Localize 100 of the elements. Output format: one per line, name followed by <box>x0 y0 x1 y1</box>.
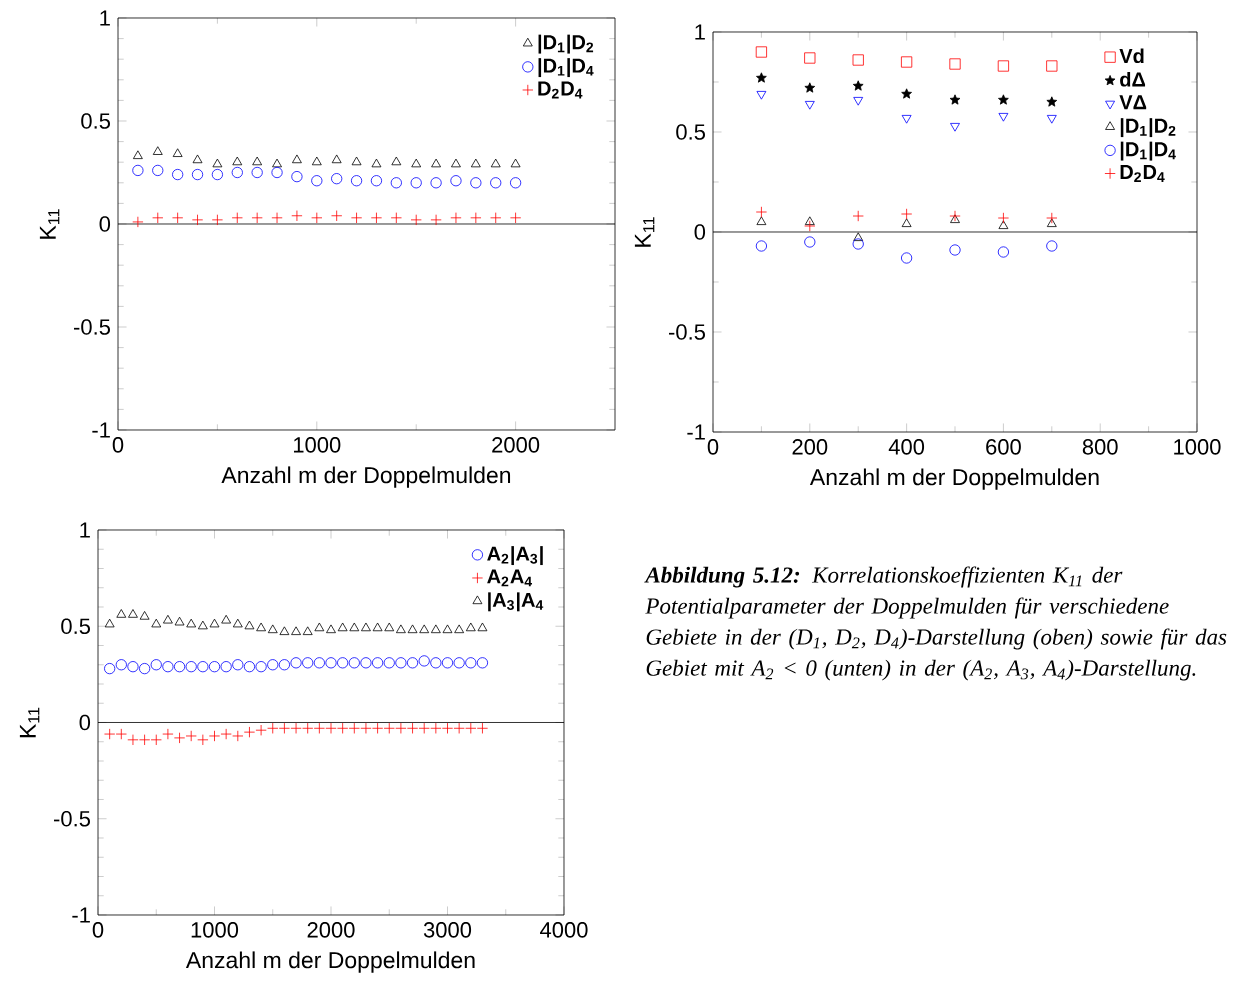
y-tick-label: -0.5 <box>74 319 110 335</box>
point <box>163 614 173 624</box>
point <box>804 236 816 248</box>
y-tick-label: -1 <box>687 424 705 440</box>
point <box>998 220 1009 229</box>
point <box>430 624 441 634</box>
point <box>139 663 151 675</box>
point <box>186 618 197 628</box>
point <box>291 626 301 636</box>
x-axis-title: Anzahl m der Doppelmulden <box>185 951 475 973</box>
point <box>372 622 383 632</box>
x-tick-label: 4000 <box>540 922 588 938</box>
point <box>396 624 406 634</box>
x-tick-label: 1000 <box>1174 439 1221 455</box>
point <box>476 657 489 669</box>
legend-label: A$_{2}$A$_{4}$ <box>487 569 533 587</box>
y-tick-label: 1 <box>695 24 705 40</box>
point <box>208 661 221 673</box>
point <box>901 88 912 99</box>
legend-label: |D$_{1}$|D$_{2}$ <box>1120 118 1176 138</box>
point <box>465 657 477 669</box>
y-tick-label: 1 <box>100 10 110 26</box>
point <box>756 91 767 100</box>
point <box>371 158 382 168</box>
point <box>510 177 522 189</box>
x-tick-label: 2000 <box>307 922 355 938</box>
point <box>901 115 912 124</box>
legend-label: D$_{2}$D$_{4}$ <box>538 81 583 99</box>
point <box>349 622 360 632</box>
point <box>852 80 864 91</box>
point <box>279 626 290 636</box>
point <box>197 620 208 630</box>
point <box>384 622 395 632</box>
point <box>212 158 223 168</box>
point <box>244 620 255 630</box>
point <box>256 622 267 632</box>
point <box>1046 96 1058 107</box>
point <box>453 657 465 669</box>
point <box>360 657 372 669</box>
point <box>470 177 482 189</box>
x-tick-label: 400 <box>888 439 925 455</box>
x-tick-label: 600 <box>986 439 1021 455</box>
point <box>104 663 116 675</box>
point <box>116 609 127 618</box>
point <box>278 659 290 671</box>
point <box>949 244 961 256</box>
point <box>104 618 115 628</box>
point <box>755 240 768 252</box>
point <box>185 661 197 673</box>
point <box>390 177 402 189</box>
x-tick-label: 200 <box>792 439 828 455</box>
point <box>251 166 263 179</box>
point <box>442 624 453 634</box>
legend-label: |D$_{1}$|D$_{4}$ <box>1120 141 1176 161</box>
point <box>901 252 913 264</box>
text: Abbildung 5.12: Korrelationskoeffizienten K$_{11}$ der Potentialparameter der Doppelmulden für verschiedene Gebiete in der (D$_{1}$, D$_{2}$, D$_{4}$)-Darstellung (oben) sowie für das Gebiet mit A$_{2}$ < 0 (unten) in der (A$_{2}$, A$_{3}$, A$_{4}$)-Darstellung. <box>644 566 1227 681</box>
point <box>901 56 913 68</box>
point <box>272 158 282 168</box>
point <box>314 622 325 632</box>
y-axis-title: K$_{11}$ <box>634 217 655 247</box>
x-axis-title: Anzahl m der Doppelmulden <box>221 466 511 488</box>
point <box>410 177 422 189</box>
point <box>470 158 481 168</box>
point <box>231 166 243 179</box>
point <box>465 622 476 632</box>
legend-label: |D$_{1}$|D$_{4}$ <box>538 58 594 78</box>
point <box>454 624 465 634</box>
y-tick-label: 0.5 <box>81 113 110 129</box>
point <box>411 158 422 168</box>
point <box>311 175 323 187</box>
y-tick-label: -0.5 <box>54 810 90 827</box>
legend-label: |D$_{1}$|D$_{2}$ <box>538 34 594 54</box>
x-tick-label: 0 <box>112 437 124 453</box>
y-tick-label: 0.5 <box>676 124 705 140</box>
point <box>174 616 185 626</box>
point <box>395 657 407 669</box>
x-tick-label: 3000 <box>423 922 472 938</box>
point <box>477 622 488 632</box>
point <box>267 624 278 634</box>
point <box>350 175 363 187</box>
point <box>221 614 232 624</box>
point <box>998 94 1009 105</box>
point <box>997 246 1010 258</box>
point <box>139 611 150 620</box>
point <box>311 156 322 166</box>
point <box>950 123 960 132</box>
point <box>291 171 303 183</box>
legend-label: VΔ <box>1119 95 1147 110</box>
y-tick-label: 0 <box>99 216 111 232</box>
point <box>232 156 243 166</box>
point <box>391 156 402 166</box>
y-tick-label: -0.5 <box>669 324 705 340</box>
y-tick-label: 0 <box>79 714 91 731</box>
point <box>1046 240 1058 252</box>
point <box>1046 115 1057 124</box>
point <box>192 154 203 164</box>
point <box>128 609 138 618</box>
point <box>302 626 313 636</box>
point <box>997 60 1010 72</box>
point <box>173 661 186 673</box>
